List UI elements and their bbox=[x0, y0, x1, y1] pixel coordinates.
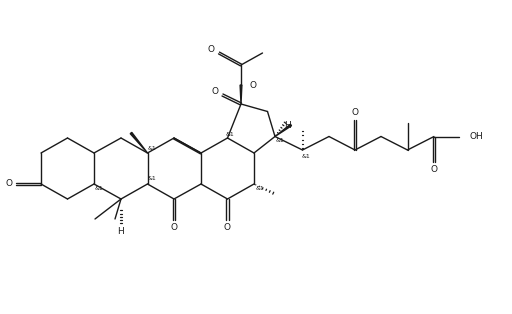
Text: H: H bbox=[118, 227, 124, 236]
Polygon shape bbox=[130, 133, 147, 153]
Text: OH: OH bbox=[470, 132, 484, 141]
Text: &1: &1 bbox=[148, 176, 157, 181]
Polygon shape bbox=[275, 124, 291, 137]
Text: &1: &1 bbox=[95, 187, 103, 192]
Text: O: O bbox=[6, 180, 12, 188]
Text: &1: &1 bbox=[275, 138, 284, 143]
Text: O: O bbox=[170, 223, 178, 232]
Polygon shape bbox=[240, 85, 242, 104]
Text: &1: &1 bbox=[226, 132, 234, 137]
Text: &1: &1 bbox=[148, 147, 157, 151]
Text: H: H bbox=[284, 121, 291, 130]
Text: O: O bbox=[250, 80, 257, 89]
Text: O: O bbox=[211, 86, 219, 95]
Text: O: O bbox=[208, 45, 215, 53]
Text: &1: &1 bbox=[302, 154, 311, 159]
Text: O: O bbox=[431, 165, 437, 174]
Text: &1: &1 bbox=[255, 187, 264, 192]
Text: O: O bbox=[352, 108, 358, 117]
Text: O: O bbox=[224, 223, 231, 232]
